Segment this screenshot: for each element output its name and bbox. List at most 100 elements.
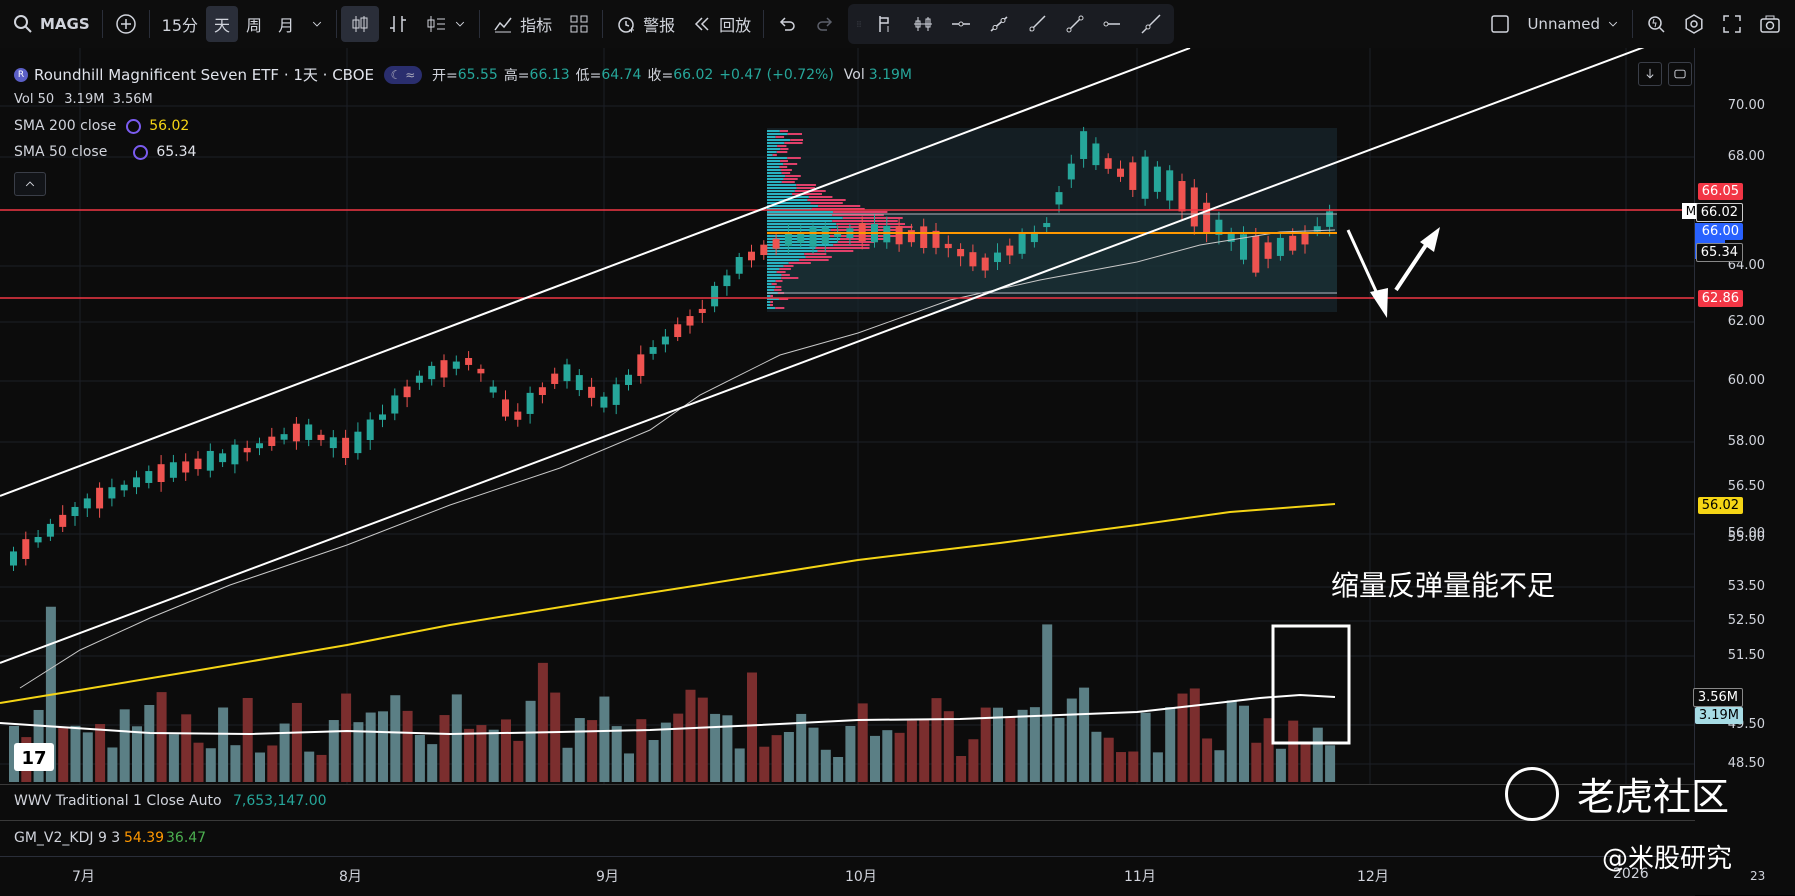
fullscreen-button[interactable] [1713,6,1751,42]
vol50-tag: 3.56M [1692,688,1743,707]
volume-bar [365,712,376,782]
indicators-button[interactable]: 指标 [484,6,560,42]
volume-bar [537,662,548,782]
candle-body [366,419,374,440]
pane-maximize-button[interactable] [1668,62,1692,86]
profile-bar-sell [787,157,801,159]
volume-bar [451,694,462,782]
redo-button[interactable] [806,6,844,42]
chart-type-button[interactable] [341,6,380,42]
tick-53-50: 53.50 [1727,579,1765,594]
interval-dropdown[interactable] [302,6,332,42]
tool-trend-line[interactable] [1056,6,1094,42]
interval-week[interactable]: 周 [246,16,263,35]
screenshot-button[interactable] [1751,6,1795,42]
wwv-pane[interactable]: WWV Traditional 1 Close Auto 7,653,147.0… [0,784,1695,821]
compare-button[interactable] [107,6,145,42]
quick-search-button[interactable] [1637,6,1675,42]
profile-bar-buy [767,166,780,168]
drag-handle[interactable] [852,6,866,42]
volume-bar [660,722,671,782]
candle-body [809,227,817,247]
volume-bar [341,693,352,782]
horizontal-line-icon [952,21,971,27]
tool-horizontal-ray[interactable] [942,6,980,42]
volume-bar [218,707,229,782]
candle-body [748,251,755,261]
sma200-value: 56.02 [149,118,190,134]
top-toolbar: MAGS 15分 天 周 月 指标 警报 回放 [0,0,1795,48]
flag-icon [879,16,889,32]
settings-button[interactable] [1675,6,1713,42]
undo-button[interactable] [768,6,806,42]
volume-bar [931,698,942,782]
tool-horizontal-segment[interactable] [1094,6,1132,42]
kdj-pane[interactable]: GM_V2_KDJ 9 3 54.39 36.47 [0,820,1695,857]
support-tag: 62.86 [1697,290,1743,307]
volume-bar [1263,718,1274,782]
legend-vol50[interactable]: Vol 50 3.19M 3.56M [14,92,153,107]
profile-bar-sell [781,274,790,276]
plus-circle-icon [115,14,136,34]
profile-bar-buy [767,214,833,216]
volume-bar [587,720,598,782]
legend-title[interactable]: Roundhill Magnificent Seven ETF · 1天 · C… [34,66,374,84]
vol-tag: 3.19M [1694,707,1743,724]
volume-bar [304,751,315,782]
volume-bar [771,735,782,782]
profile-bar-sell [817,250,854,252]
volume-bar [1005,716,1016,782]
divider [101,10,103,38]
tool-extended-line[interactable] [1132,6,1170,42]
chart-style-menu[interactable] [417,6,475,42]
drawing-favorites-bar [848,4,1175,44]
change-value: +0.47 (+0.72%) [719,66,834,83]
alert-button[interactable]: 警报 [607,6,683,42]
tool-trend-angle[interactable] [980,6,1018,42]
grid-lines [0,48,1695,790]
chart-area[interactable]: 17 缩量反弹量能不足 R Roundhill Magnificent Seve… [0,48,1795,895]
replay-button[interactable]: 回放 [683,6,759,42]
pane-download-button[interactable] [1638,62,1662,86]
symbol-search[interactable]: MAGS [0,6,98,42]
divider [1632,10,1633,38]
collapse-legend-button[interactable] [14,172,46,196]
tool-pattern[interactable] [904,6,942,42]
candle-body [944,243,952,249]
price-chart-canvas[interactable]: 17 [0,48,1695,856]
legend-sma200[interactable]: SMA 200 close 56.02 [14,118,189,134]
profile-bar-sell [810,202,843,204]
profile-bar-sell [779,298,789,300]
interval-15m[interactable]: 15分 [161,16,199,35]
interval-month[interactable]: 月 [278,16,295,35]
tool-ray[interactable] [1018,6,1056,42]
candle-body [1289,235,1297,251]
volume-bar [648,740,659,782]
watermark-author: @米股研究 [1602,844,1733,874]
volume-bar [168,734,179,782]
profile-bar-buy [767,169,781,171]
bars-type-button[interactable] [379,6,417,42]
profile-bar-buy [767,196,809,198]
time-axis[interactable]: 7月 8月 9月 10月 11月 12月 2026 23 [0,856,1765,896]
candle-body [907,230,915,243]
interval-day[interactable]: 天 [206,6,239,42]
profile-bar-sell [808,196,833,198]
templates-button[interactable] [560,6,598,42]
profile-bar-sell [837,241,876,243]
tool-long-position[interactable] [866,6,904,42]
layout-button[interactable] [1481,6,1519,42]
legend-sma50[interactable]: SMA 50 close 65.34 [14,144,196,160]
time-label-2026: 2026 [1613,866,1649,882]
volume-bar [943,711,954,782]
candle-body [895,225,903,245]
profile-bar-buy [767,217,843,219]
vol-value: 3.19M [868,66,912,83]
profile-bar-sell [779,166,788,168]
candle-tool-icon [914,17,933,31]
alert-label: 警报 [643,16,676,35]
profile-bar-sell [780,160,788,162]
price-axis[interactable]: 70.00 68.00 64.00 62.00 60.00 58.00 56.0… [1681,48,1795,838]
volume-bar [1054,717,1065,782]
layout-name-button[interactable]: Unnamed [1519,6,1628,42]
